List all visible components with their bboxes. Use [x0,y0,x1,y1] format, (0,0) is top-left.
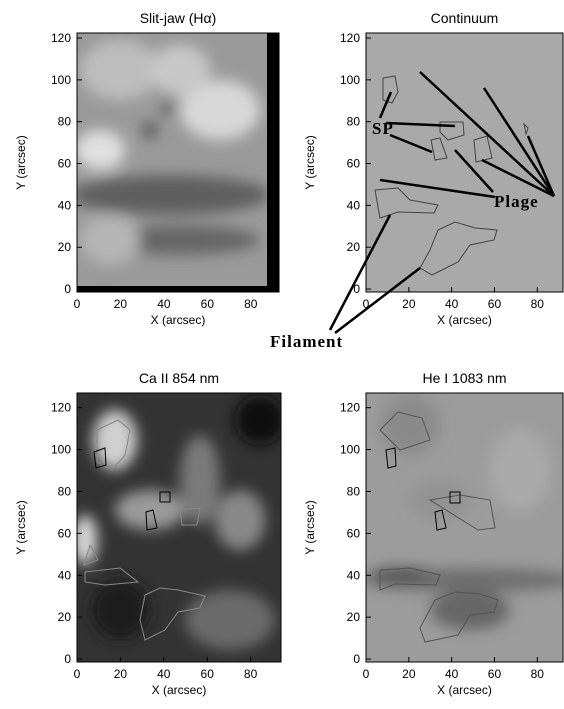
y-tick-label: 80 [347,484,361,498]
x-tick-label: 20 [114,667,128,681]
y-tick-label: 60 [58,526,72,540]
y-tick-label: 60 [347,526,361,540]
y-axis-label: Y (arcsec) [14,135,28,189]
y-tick-label: 40 [58,198,72,212]
y-tick-label: 20 [347,240,361,254]
y-tick-label: 60 [58,157,72,171]
x-axis-label: X (arcsec) [437,683,492,697]
x-tick-label: 60 [488,297,502,311]
x-axis-label: X (arcsec) [437,313,492,327]
sp-annotation: SP [372,119,394,138]
y-tick-label: 120 [51,401,71,415]
slit-jaw-image [70,33,279,292]
y-tick-label: 80 [347,115,361,129]
ca-ii-image [73,393,285,662]
figure: SP Plage Filament Slit-jaw (Hα) X (arcsec… [0,0,564,704]
y-tick-label: 20 [58,610,72,624]
x-tick-label: 40 [445,667,459,681]
x-tick-label: 20 [402,297,416,311]
y-tick-label: 100 [340,443,360,457]
y-tick-label: 100 [51,73,71,87]
x-tick-label: 60 [201,297,215,311]
y-tick-label: 100 [340,73,360,87]
panel-title: Slit-jaw (Hα) [140,10,217,26]
y-tick-label: 40 [347,568,361,582]
x-tick-label: 80 [244,667,258,681]
x-axis-label: X (arcsec) [152,683,207,697]
x-tick-label: 60 [488,667,502,681]
y-tick-label: 120 [51,31,71,45]
y-tick-label: 40 [58,568,72,582]
x-tick-label: 40 [157,667,171,681]
y-tick-label: 100 [51,443,71,457]
x-tick-label: 0 [363,667,370,681]
y-tick-label: 60 [347,157,361,171]
y-tick-label: 20 [347,610,361,624]
panel-title: Continuum [431,10,499,26]
y-tick-label: 0 [353,652,360,666]
y-tick-label: 20 [58,240,72,254]
y-tick-label: 80 [58,115,72,129]
y-tick-label: 0 [64,652,71,666]
x-tick-label: 80 [244,297,258,311]
panel-title: Ca II 854 nm [139,370,219,386]
x-tick-label: 60 [201,667,215,681]
y-tick-label: 120 [340,31,360,45]
x-tick-label: 0 [363,297,370,311]
y-tick-label: 40 [347,198,361,212]
y-tick-label: 0 [353,282,360,296]
x-tick-label: 0 [74,667,81,681]
y-tick-label: 80 [58,484,72,498]
y-axis-label: Y (arcsec) [14,500,28,554]
x-tick-label: 20 [402,667,416,681]
x-axis-label: X (arcsec) [151,313,206,327]
x-tick-label: 20 [114,297,128,311]
x-tick-label: 0 [74,297,81,311]
x-tick-label: 80 [531,297,545,311]
x-tick-label: 80 [531,667,545,681]
filament-annotation: Filament [270,332,343,351]
y-axis-label: Y (arcsec) [303,500,317,554]
plage-annotation: Plage [494,192,539,211]
x-tick-label: 40 [157,297,171,311]
panel-title: He I 1083 nm [422,370,506,386]
y-tick-label: 120 [340,401,360,415]
he-i-image [360,393,564,662]
x-tick-label: 40 [445,297,459,311]
y-axis-label: Y (arcsec) [303,135,317,189]
y-tick-label: 0 [64,282,71,296]
